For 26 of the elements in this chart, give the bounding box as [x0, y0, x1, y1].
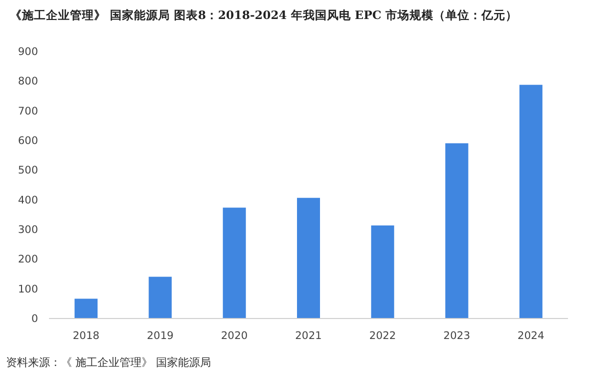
bar	[445, 143, 468, 318]
bar	[74, 298, 98, 318]
x-tick-label: 2021	[295, 330, 322, 342]
y-tick-label: 500	[18, 164, 38, 177]
x-tick-label: 2018	[72, 330, 100, 342]
y-tick-label: 600	[18, 135, 38, 147]
y-tick-label: 800	[18, 76, 38, 88]
x-tick-label: 2019	[146, 330, 174, 342]
bar	[148, 276, 172, 318]
y-tick-label: 200	[18, 254, 38, 266]
text: 资料来源：《 施工企业管理》 国家能源局	[6, 356, 211, 369]
chart-title: 《施工企业管理》 国家能源局 图表8：2018-2024 年我国风电 EPC 市场规模（单位：亿元）	[10, 8, 518, 22]
y-tick-label: 900	[18, 46, 38, 58]
y-tick-label: 0	[31, 313, 38, 325]
bar	[371, 225, 394, 318]
x-tick-label: 2022	[369, 330, 396, 342]
y-tick-label: 300	[18, 224, 38, 236]
y-tick-label: 100	[18, 283, 38, 296]
bar	[297, 198, 320, 318]
x-tick-label: 2020	[220, 330, 248, 342]
y-tick-label: 700	[18, 105, 38, 118]
x-tick-label: 2023	[443, 330, 470, 342]
bar	[519, 84, 542, 318]
x-tick-label: 2024	[518, 330, 545, 342]
y-tick-label: 400	[18, 194, 38, 206]
bar	[222, 208, 246, 318]
